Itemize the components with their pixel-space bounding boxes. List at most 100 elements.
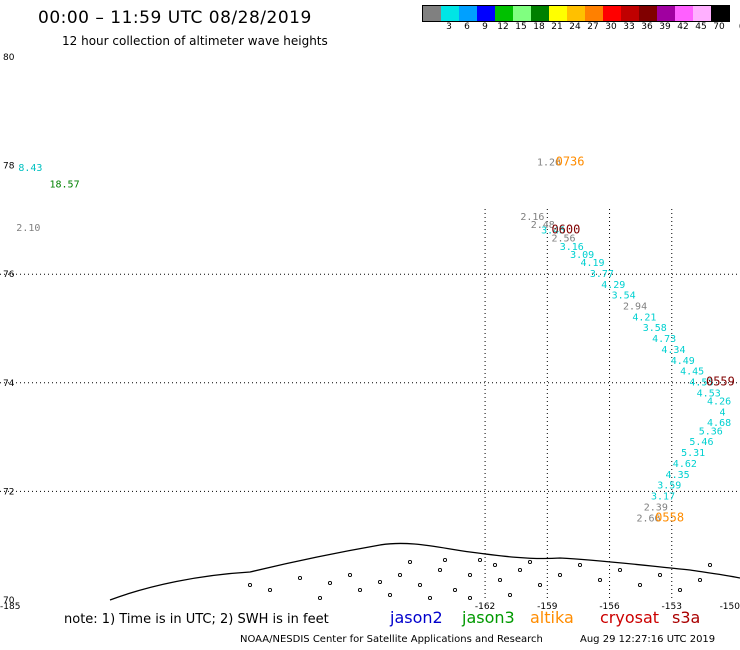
coastline-path (109, 542, 740, 601)
island-mark (697, 577, 703, 583)
island-mark (597, 577, 603, 583)
island-mark (637, 582, 643, 588)
colorbar-swatch (711, 6, 729, 21)
footer-organization: NOAA/NESDIS Center for Satellite Applica… (240, 634, 543, 645)
colorbar-label: 30 (605, 22, 617, 32)
island-mark (247, 582, 253, 588)
island-mark (267, 587, 273, 593)
colorbar-swatch (549, 6, 567, 21)
satellite-legend-s3a: s3a (672, 608, 701, 627)
lat-tick-label: 72 (3, 487, 14, 497)
colorbar-label: 36 (641, 22, 653, 32)
wave-height-label: 2.16 (520, 212, 544, 223)
island-mark (492, 562, 498, 568)
colorbar-label: 39 (659, 22, 671, 32)
wave-height-label: 2.94 (623, 301, 647, 312)
wave-height-label: 2.56 (551, 234, 575, 245)
wave-height-label: 3.77 (590, 269, 614, 280)
lon-tick-label: -156 (599, 602, 620, 612)
wave-height-label: 4.62 (673, 459, 697, 470)
island-mark (467, 595, 473, 601)
wave-height-label: 4.35 (666, 470, 690, 481)
satellite-legend-cryosat: cryosat (600, 608, 660, 627)
island-mark (617, 567, 623, 573)
colorbar-swatch (495, 6, 513, 21)
colorbar-swatch (675, 6, 693, 21)
wave-height-label: 2.48 (531, 220, 555, 231)
map-title: 00:00 – 11:59 UTC 08/28/2019 (38, 8, 312, 28)
satellite-legend-altika: altika (530, 608, 574, 627)
wave-height-label: 4.68 (707, 418, 731, 429)
island-mark (467, 572, 473, 578)
colorbar-swatch (621, 6, 639, 21)
pass-time-label: 0736 (556, 155, 585, 169)
island-mark (442, 557, 448, 563)
island-mark (507, 592, 513, 598)
wave-height-label: 2.66 (637, 513, 661, 524)
wave-height-label: 5.31 (681, 448, 705, 459)
island-mark (557, 572, 563, 578)
colorbar-label: 45 (695, 22, 707, 32)
colorbar-label: 70 (713, 22, 725, 32)
colorbar-swatch (477, 6, 495, 21)
pass-time-label: 0600 (551, 222, 580, 236)
colorbar-label: 33 (623, 22, 635, 32)
wave-height-label: 4.19 (581, 258, 605, 269)
satellite-legend-jason2: jason2 (390, 608, 443, 627)
wave-height-label: 3.17 (651, 492, 675, 503)
lat-tick-label: 80 (3, 53, 15, 63)
island-mark (397, 572, 403, 578)
lat-tick-label: 70 (3, 596, 15, 606)
longitude-labels: -185 -162 -159 -156 -153 -150 (0, 602, 740, 612)
map-subtitle: 12 hour collection of altimeter wave hei… (62, 34, 328, 48)
island-mark (527, 559, 533, 565)
lat-tick-label: 78 (3, 162, 15, 172)
wave-height-label: 2.10 (16, 223, 40, 234)
map-grid (0, 209, 740, 600)
island-mark (427, 595, 433, 601)
lon-tick-label: -185 (0, 602, 20, 612)
island-mark (357, 587, 363, 593)
colorbar-swatch (531, 6, 549, 21)
satellite-legend-jason3: jason3 (462, 608, 515, 627)
island-mark (677, 587, 683, 593)
wave-height-label: 3.45 (541, 225, 565, 236)
colorbar-label: 9 (482, 22, 488, 32)
lon-tick-label: -150 (720, 602, 740, 612)
wave-height-label: 4.45 (680, 367, 704, 378)
wave-height-label: 4.73 (652, 334, 676, 345)
island-mark (477, 557, 483, 563)
colorbar-label: 12 (497, 22, 509, 32)
island-mark (497, 577, 503, 583)
wave-height-label: 4.29 (601, 280, 625, 291)
wave-height-label: 3.58 (643, 323, 667, 334)
wave-height-label: 3.54 (612, 291, 636, 302)
wave-height-label: 3.09 (570, 250, 594, 261)
lon-tick-label: -153 (662, 602, 682, 612)
wave-height-label: 2.39 (644, 502, 668, 513)
island-mark (297, 575, 303, 581)
coastline (109, 542, 740, 601)
island-mark (577, 562, 583, 568)
colorbar-label: 42 (677, 22, 689, 32)
wave-height-label: 18.57 (49, 179, 79, 190)
island-mark (407, 559, 413, 565)
colorbar-swatch (639, 6, 657, 21)
wave-height-label: 4.21 (632, 312, 656, 323)
island-mark (347, 572, 353, 578)
pass-time-label: 0558 (655, 510, 684, 524)
colorbar-label: 24 (569, 22, 581, 32)
island-mark (327, 580, 333, 586)
wave-height-label: 3.59 (657, 481, 681, 492)
wave-height-label: 4.49 (671, 356, 695, 367)
colorbar-swatch (513, 6, 531, 21)
wave-height-label: 4 (719, 407, 725, 418)
note-text: note: 1) Time is in UTC; 2) SWH is in fe… (64, 612, 329, 627)
colorbar-swatch (585, 6, 603, 21)
wave-height-label: 4.26 (707, 397, 731, 408)
island-mark (437, 567, 443, 573)
latitude-labels: 80 78 76 74 72 70 (3, 53, 15, 606)
colorbar-label: 6 (464, 22, 470, 32)
lon-tick-label: -159 (537, 602, 558, 612)
